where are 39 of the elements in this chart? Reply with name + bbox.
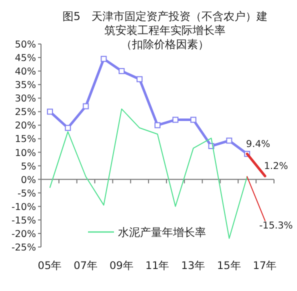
point bbox=[82, 103, 89, 110]
y-tick-label: 50% bbox=[14, 40, 36, 50]
data-label: 1.2% bbox=[264, 161, 288, 172]
point bbox=[154, 122, 160, 128]
y-tick-label: 35% bbox=[14, 80, 36, 92]
x-tick-label: 17年 bbox=[252, 260, 278, 272]
y-tick-label: 15% bbox=[14, 134, 36, 146]
y-tick-label: -25% bbox=[11, 242, 36, 254]
y-tick-label: 40% bbox=[14, 66, 36, 78]
x-tick-label: 11年 bbox=[145, 260, 170, 272]
point bbox=[64, 124, 71, 131]
y-tick-label: 10% bbox=[14, 148, 36, 159]
x-tick-label: 07年 bbox=[74, 260, 98, 272]
x-tick-label: 15年 bbox=[217, 260, 242, 272]
point bbox=[172, 116, 178, 123]
y-tick-label: -20% bbox=[11, 228, 36, 240]
point bbox=[118, 68, 125, 74]
point bbox=[226, 138, 232, 144]
point bbox=[136, 76, 143, 82]
y-tick-label: 0% bbox=[20, 174, 36, 186]
y-tick-label: 5% bbox=[20, 161, 36, 172]
data-label: -15.3% bbox=[259, 220, 293, 232]
point bbox=[46, 108, 53, 115]
point bbox=[190, 116, 196, 123]
point bbox=[100, 56, 107, 62]
x-tick-label: 05年 bbox=[38, 260, 62, 272]
y-tick-label: 30% bbox=[14, 94, 36, 105]
y-tick-label: 20% bbox=[14, 120, 36, 132]
y-tick-label: -15% bbox=[11, 215, 36, 226]
x-tick-label: 13年 bbox=[181, 260, 206, 272]
y-tick-label: 45% bbox=[14, 53, 36, 64]
y-tick-label: -10% bbox=[11, 202, 36, 213]
legend-label: 水泥产量年增长率 bbox=[118, 226, 206, 239]
y-tick-label: 25% bbox=[14, 107, 36, 118]
chart-subtitle: （扣除价格因素） bbox=[121, 38, 209, 51]
chart-title: 图5 天津市固定资产投资（不含农户）建筑安装工程年实际增长率 bbox=[62, 10, 268, 37]
data-label: 9.4% bbox=[246, 138, 270, 150]
x-tick-label: 09年 bbox=[109, 260, 134, 272]
y-tick-label: -5% bbox=[18, 188, 36, 200]
